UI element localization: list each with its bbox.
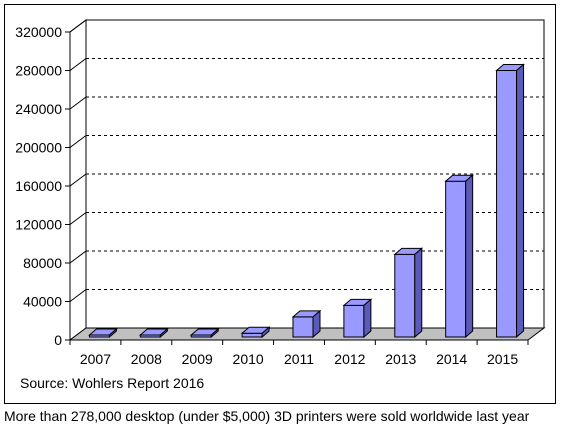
bar-2011 [292, 316, 314, 338]
y-tick-label: 120000 [15, 217, 62, 233]
gridline-side [69, 250, 87, 264]
bar-2012 [343, 304, 365, 338]
y-tick-label: 280000 [15, 63, 62, 79]
bar-side-2012 [363, 298, 372, 339]
bar-side-2015 [516, 63, 525, 339]
y-tick-label: 320000 [15, 24, 62, 40]
gridline-side [69, 135, 87, 148]
y-tick-label: 200000 [15, 140, 62, 156]
x-tick-label: 2011 [284, 351, 314, 367]
y-tick-label: 40000 [23, 294, 62, 310]
bar-side-2011 [312, 309, 321, 339]
x-tick-label: 2008 [131, 351, 162, 367]
chart-frame: 0 40000 80000 120000 160000 200000 240000 28000… [4, 4, 556, 404]
x-tick-label: 2014 [436, 351, 467, 367]
gridline-side [69, 212, 87, 225]
bar-side-2013 [414, 247, 423, 339]
bar-2015 [496, 70, 518, 338]
x-tick-label: 2012 [334, 351, 365, 367]
bar-side-2008 [159, 327, 168, 339]
x-tick-label: 2015 [487, 351, 518, 367]
bar-side-2007 [108, 327, 117, 339]
y-tick-label: 80000 [23, 255, 62, 271]
gridline-side [69, 289, 87, 302]
x-tick-label: 2010 [233, 351, 264, 367]
y-tick-label: 160000 [15, 178, 62, 194]
bar-side-2009 [210, 327, 219, 339]
bar-chart: 0 40000 80000 120000 160000 200000 240000 28000… [4, 4, 556, 404]
bar-2010 [241, 332, 263, 338]
x-tick-label: 2007 [80, 351, 111, 367]
bar-side-2010 [261, 326, 270, 339]
bar-2014 [445, 180, 467, 338]
y-tick-label: 240000 [15, 101, 62, 117]
gridline-side [69, 58, 87, 71]
bar-2013 [394, 253, 416, 338]
source-note: Source: Wohlers Report 2016 [20, 375, 205, 391]
chart-caption: More than 278,000 desktop (under $5,000)… [4, 408, 530, 424]
gridline-side [69, 19, 87, 33]
x-tick-label: 2009 [182, 351, 213, 367]
gridline-side [69, 96, 87, 110]
y-tick-label: 0 [54, 332, 62, 348]
gridline-side [69, 173, 87, 187]
x-tick-label: 2013 [385, 351, 416, 367]
bar-side-2014 [465, 174, 474, 339]
